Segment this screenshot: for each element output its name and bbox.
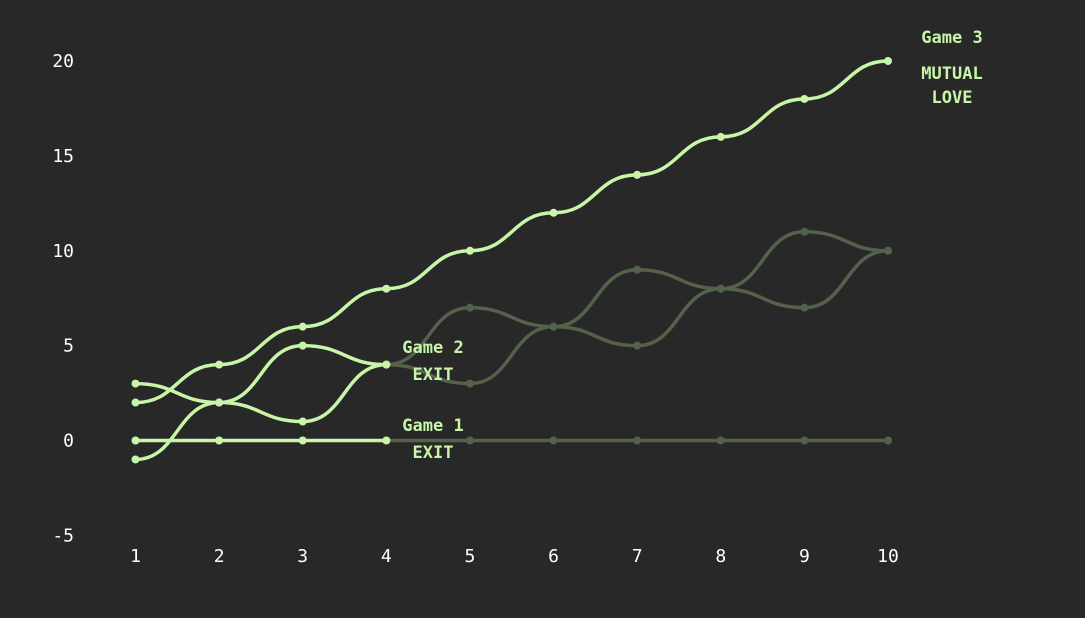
series-1-faded-point-6 (549, 436, 558, 445)
y-tick-label: 15 (52, 146, 74, 167)
series-1-faded-point-9 (800, 436, 809, 445)
series-4-point-4 (382, 284, 391, 293)
series-3-faded-point-8 (716, 284, 725, 293)
series-3-point-4 (382, 360, 391, 369)
series-3-point-1 (131, 455, 140, 464)
series-2-line (133, 362, 389, 424)
series-4-point-5 (465, 246, 474, 255)
series-1-point-3 (298, 436, 307, 445)
series-4-point-2 (215, 360, 224, 369)
series-4-line (133, 59, 890, 405)
series-3-point-2 (215, 398, 224, 407)
y-axis: -5 0 5 10 15 20 (52, 51, 74, 546)
game-3-title-label: Game 3 (921, 28, 982, 48)
series-1-point-2 (215, 436, 224, 445)
series-4-point-3 (298, 322, 307, 331)
series-4-point-6 (549, 208, 558, 217)
game-1-title-label: Game 1 (402, 416, 463, 436)
series-1-point-1 (131, 436, 140, 445)
x-tick-label: 8 (715, 546, 726, 567)
x-tick-label: 10 (877, 546, 899, 567)
x-tick-label: 1 (130, 546, 141, 567)
game-3-outcome-label-line1: MUTUAL (921, 64, 982, 84)
series-2-faded-point-5 (465, 303, 474, 312)
x-axis: 1 2 3 4 5 6 7 8 9 10 (130, 546, 899, 567)
series-3-faded-point-7 (633, 341, 642, 350)
y-tick-label: 5 (63, 336, 74, 357)
series-2-point-1 (131, 379, 140, 388)
y-tick-label: 10 (52, 241, 74, 262)
faded-series-layer (384, 227, 892, 445)
series-3-faded-point-10 (884, 246, 892, 255)
x-tick-label: 3 (297, 546, 308, 567)
y-tick-label: 20 (52, 51, 74, 72)
series-3-faded-point-9 (800, 303, 809, 312)
x-tick-label: 9 (799, 546, 810, 567)
series-4-point-10 (884, 57, 892, 65)
series-3-faded-point-5 (465, 379, 474, 388)
x-tick-label: 4 (381, 546, 392, 567)
game-1-outcome-label: EXIT (413, 443, 454, 463)
series-2-faded-point-9 (800, 227, 809, 236)
series-4-point-1 (131, 398, 140, 407)
game-3-outcome-label-line2: LOVE (932, 88, 973, 108)
series-4-point-8 (716, 132, 725, 141)
series-3-line (133, 343, 389, 462)
series-1-faded-point-5 (465, 436, 474, 445)
series-2-point-3 (298, 417, 307, 426)
series-1-point-4 (382, 436, 391, 445)
series-1-faded-point-10 (884, 436, 892, 445)
series-4-point-7 (633, 170, 642, 179)
game-2-title-label: Game 2 (402, 338, 463, 358)
x-tick-label: 7 (632, 546, 643, 567)
series-3-point-3 (298, 341, 307, 350)
series-4-point-9 (800, 94, 809, 103)
series-3-faded-point-6 (549, 322, 558, 331)
active-series-layer (131, 57, 892, 464)
x-tick-label: 2 (214, 546, 225, 567)
x-tick-label: 5 (465, 546, 476, 567)
x-tick-label: 6 (548, 546, 559, 567)
series-2-faded-point-7 (633, 265, 642, 274)
y-tick-label: -5 (52, 525, 74, 546)
series-1-faded-point-8 (716, 436, 725, 445)
y-tick-label: 0 (63, 431, 74, 452)
game-2-outcome-label: EXIT (413, 365, 454, 385)
series-1-faded-point-7 (633, 436, 642, 445)
